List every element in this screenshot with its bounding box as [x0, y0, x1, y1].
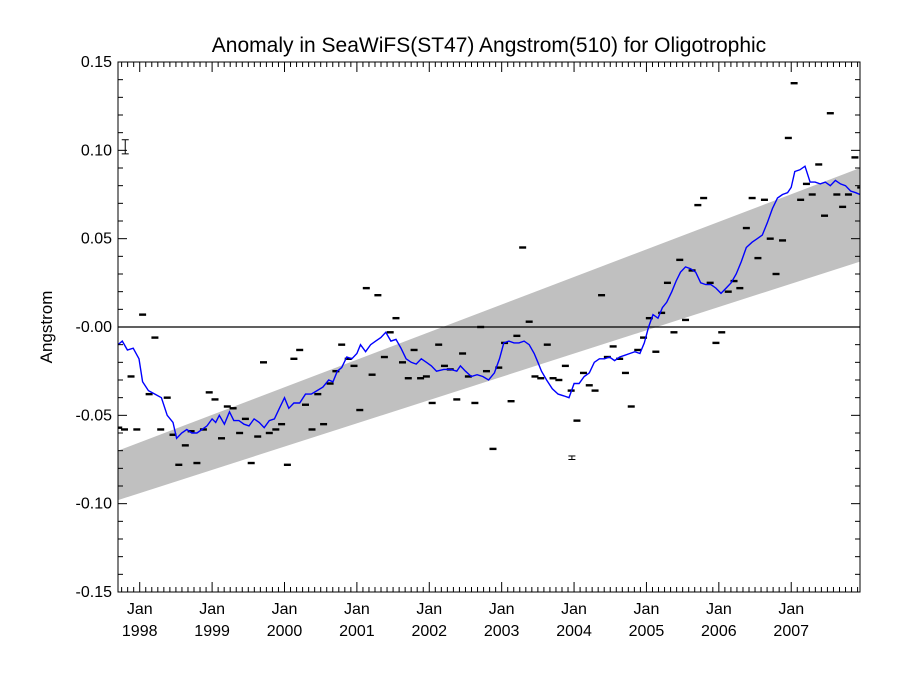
x-tick-label-year: 2004: [556, 623, 592, 640]
y-tick-label: 0.05: [81, 231, 112, 248]
x-tick-label-month: Jan: [706, 601, 732, 618]
x-tick-label-month: Jan: [561, 601, 587, 618]
x-tick-label-year: 2000: [267, 623, 303, 640]
error-bar: [568, 455, 576, 460]
chart-title: Anomaly in SeaWiFS(ST47) Angstrom(510) f…: [212, 34, 766, 57]
x-tick-label-month: Jan: [344, 601, 370, 618]
x-tick-label-month: Jan: [778, 601, 804, 618]
x-tick-label-month: Jan: [634, 601, 660, 618]
x-tick-label-month: Jan: [127, 601, 153, 618]
y-tick-label: -0.00: [76, 319, 113, 336]
error-bar: [121, 139, 129, 155]
x-tick-label-month: Jan: [272, 601, 298, 618]
y-tick-label: -0.10: [76, 496, 113, 513]
plot-content: [118, 81, 860, 501]
x-tick-label-month: Jan: [416, 601, 442, 618]
y-tick-label: -0.15: [76, 584, 113, 601]
x-tick-label-year: 2003: [484, 623, 520, 640]
plot-area: 0.15 0.10 0.05 -0.00 -0.05 -0.10 -0.15 Jan 1998 J…: [76, 54, 861, 640]
running-mean-line: [118, 165, 860, 440]
y-tick-label: 0.15: [81, 54, 112, 71]
x-tick-label-year: 2005: [629, 623, 665, 640]
x-tick-label-year: 1998: [122, 623, 158, 640]
x-tick-label-month: Jan: [199, 601, 225, 618]
x-tick-label-month: Jan: [489, 601, 515, 618]
y-tick-label: -0.05: [76, 407, 113, 424]
x-tick-label-year: 1999: [194, 623, 230, 640]
trend-band: [118, 168, 860, 501]
x-tick-label-year: 2001: [339, 623, 375, 640]
y-tick-label: 0.10: [81, 142, 112, 159]
x-tick-label-year: 2007: [773, 623, 809, 640]
x-tick-label-year: 2006: [701, 623, 737, 640]
y-axis-label: Angstrom: [37, 291, 56, 364]
x-tick-label-year: 2002: [411, 623, 447, 640]
